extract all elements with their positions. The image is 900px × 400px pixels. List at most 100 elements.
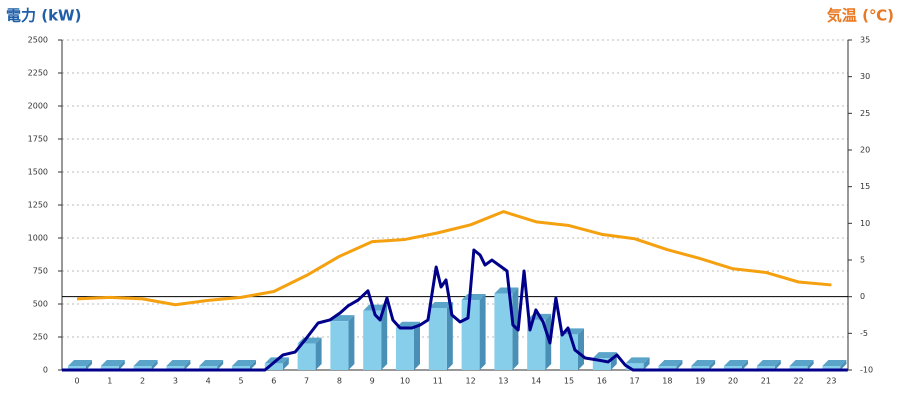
bar-top — [363, 304, 388, 311]
bar-side — [118, 360, 125, 370]
y2-axis-title: 気温 (℃) — [827, 7, 894, 25]
y-tick-label: 2000 — [28, 102, 48, 111]
bar — [789, 366, 808, 370]
y-tick-label: 1250 — [28, 201, 48, 210]
bar-top — [691, 360, 716, 366]
y-axis-title: 電力 (kW) — [6, 7, 81, 25]
x-tick-label: 4 — [206, 377, 211, 386]
bar-top — [133, 360, 158, 366]
bar-top — [592, 352, 617, 359]
bar-side — [643, 357, 650, 370]
bar-top — [625, 357, 650, 364]
bar-top — [789, 360, 814, 366]
bar — [756, 366, 775, 370]
y2-tick-label: 10 — [860, 219, 870, 228]
x-tick-label: 0 — [74, 377, 79, 386]
y2-tick-label: 25 — [860, 109, 870, 118]
bar-top — [166, 360, 191, 366]
y-tick-label: 2500 — [28, 36, 48, 45]
bar — [560, 334, 578, 370]
bar — [461, 300, 480, 370]
bar — [330, 321, 349, 370]
x-tick-label: 17 — [630, 377, 640, 386]
bar-side — [184, 360, 191, 370]
bar-top — [100, 360, 125, 366]
bar-side — [282, 357, 289, 370]
y2-tick-label: 20 — [860, 146, 870, 155]
bar-top — [199, 360, 224, 366]
y2-tick-label: 5 — [860, 256, 865, 265]
bar — [363, 310, 382, 370]
bar-side — [348, 315, 355, 370]
bar-side — [250, 360, 256, 370]
bar — [428, 307, 447, 370]
bar-top — [822, 360, 847, 366]
y2-tick-label: 0 — [860, 292, 865, 301]
bar — [658, 366, 677, 370]
power-line — [61, 248, 848, 372]
bar — [724, 366, 742, 370]
bar — [297, 343, 316, 370]
x-tick-label: 12 — [466, 377, 476, 386]
x-tick-label: 21 — [761, 377, 771, 386]
bar — [166, 366, 185, 370]
bar-top — [724, 360, 748, 366]
x-tick-label: 20 — [728, 377, 738, 386]
x-tick-label: 15 — [564, 377, 574, 386]
bar-side — [446, 301, 453, 370]
bar-side — [315, 337, 322, 370]
x-tick-label: 23 — [826, 377, 836, 386]
x-tick-label: 8 — [337, 377, 342, 386]
bar — [232, 366, 250, 370]
bar — [592, 358, 611, 370]
bar — [527, 319, 546, 370]
bar-side — [774, 360, 781, 370]
x-tick-label: 14 — [531, 377, 541, 386]
bar — [494, 293, 513, 370]
y2-tick-label: -5 — [860, 329, 868, 338]
y2-tick-label: -10 — [860, 366, 873, 375]
y-tick-label: 750 — [33, 267, 48, 276]
bar-top — [428, 301, 453, 308]
y2-tick-label: 35 — [860, 36, 870, 45]
bar-side — [479, 294, 486, 370]
bar-top — [494, 287, 519, 294]
x-tick-label: 6 — [271, 377, 276, 386]
x-tick-label: 22 — [794, 377, 804, 386]
x-tick-label: 10 — [400, 377, 410, 386]
bar-top — [756, 360, 781, 366]
x-tick-label: 7 — [304, 377, 309, 386]
x-tick-label: 19 — [695, 377, 705, 386]
y-tick-label: 250 — [33, 333, 48, 342]
bar-side — [381, 304, 388, 370]
bar-side — [578, 328, 584, 370]
x-tick-label: 11 — [433, 377, 443, 386]
bar-side — [840, 360, 847, 370]
y-tick-label: 1500 — [28, 168, 48, 177]
bar-side — [709, 360, 716, 370]
x-tick-label: 1 — [107, 377, 112, 386]
x-tick-label: 16 — [597, 377, 607, 386]
bar — [396, 327, 414, 370]
x-tick-label: 9 — [370, 377, 375, 386]
bar-top — [68, 360, 92, 366]
bar-side — [414, 321, 420, 370]
bar — [133, 366, 152, 370]
bar — [199, 366, 218, 370]
y-tick-label: 2250 — [28, 69, 48, 78]
bar — [264, 363, 283, 370]
bar — [691, 366, 710, 370]
bar-side — [676, 360, 683, 370]
y2-tick-label: 30 — [860, 72, 870, 81]
y-tick-label: 1000 — [28, 234, 48, 243]
bar-side — [217, 360, 224, 370]
bar-side — [86, 360, 92, 370]
x-tick-label: 2 — [140, 377, 145, 386]
bar — [100, 366, 119, 370]
bar-side — [742, 360, 748, 370]
bar — [625, 363, 644, 370]
bar-top — [232, 360, 256, 366]
bar — [822, 366, 841, 370]
bar — [68, 366, 86, 370]
temperature-line — [76, 210, 832, 307]
